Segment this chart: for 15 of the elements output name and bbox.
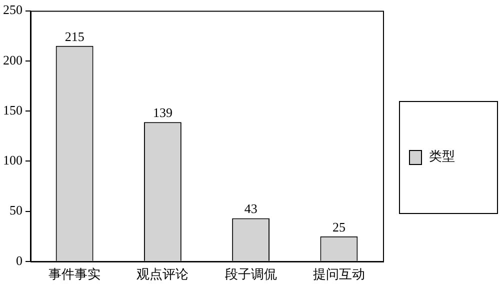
x-tick-label: 事件事实 [48,266,101,282]
x-tick-label: 观点评论 [136,266,189,282]
y-tick-label: 200 [3,52,22,68]
y-tick-label: 250 [3,2,22,18]
y-tick-label: 50 [10,202,22,218]
data-label: 25 [332,219,346,234]
x-tick-label: 提问互动 [312,266,365,282]
legend-label: 类型 [429,148,455,164]
data-label: 43 [244,201,258,216]
data-label: 139 [152,104,172,120]
y-tick-label: 0 [16,252,22,268]
data-label: 215 [64,28,84,44]
x-tick-label: 段子调侃 [224,266,277,282]
y-tick-label: 100 [3,152,22,168]
y-tick-label: 150 [3,102,22,118]
